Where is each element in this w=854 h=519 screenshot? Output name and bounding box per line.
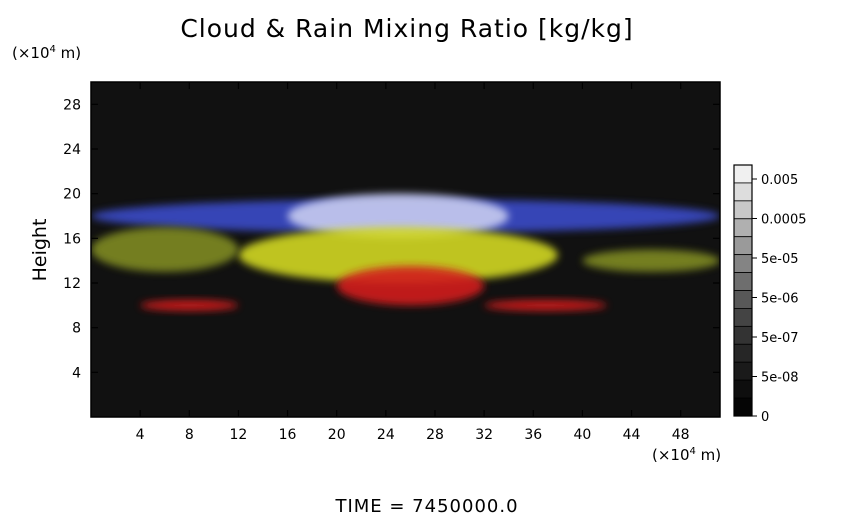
colorbar-level-12 <box>733 379 753 399</box>
x-unit-label: (×104 m) <box>652 446 722 464</box>
rain-region-6 <box>140 299 239 311</box>
x-tick-label-7: 32 <box>475 427 493 443</box>
x-tick-label-10: 44 <box>623 427 641 443</box>
colorbar-label-4: 5e-07 <box>761 331 799 346</box>
colorbar-level-7 <box>733 290 753 309</box>
x-tick-label-2: 12 <box>230 427 248 443</box>
colorbar-level-6 <box>733 272 753 291</box>
x-tick-label-9: 40 <box>573 427 591 443</box>
x-tick-label-8: 36 <box>524 427 542 443</box>
colorbar-frame <box>733 164 753 417</box>
time-footer: TIME = 7450000.0 <box>335 496 519 517</box>
x-tick-label-5: 24 <box>377 427 395 443</box>
snow-region-1 <box>287 193 509 239</box>
colorbar-level-4 <box>733 236 753 256</box>
y-tick-label-6: 28 <box>63 97 81 113</box>
colorbar-level-11 <box>733 361 753 381</box>
colorbar-label-6: 0 <box>761 410 769 425</box>
colorbar-level-0 <box>733 164 753 184</box>
colorbar-label-2: 5e-05 <box>761 252 799 267</box>
plot-frame <box>90 81 721 418</box>
rain-region-5 <box>336 266 485 306</box>
colorbar-level-8 <box>733 308 753 327</box>
x-tick-label-1: 8 <box>185 427 194 443</box>
cloud-region-3 <box>91 227 239 272</box>
x-tick-label-4: 20 <box>328 427 346 443</box>
colorbar-label-3: 5e-06 <box>761 292 799 307</box>
colorbar-label-1: 0.0005 <box>761 213 807 228</box>
x-tick-label-0: 4 <box>136 427 145 443</box>
colorbar-label-5: 5e-08 <box>761 371 799 386</box>
colorbar-level-5 <box>733 254 753 273</box>
colorbar-level-13 <box>733 397 753 417</box>
y-tick-label-3: 16 <box>63 231 81 247</box>
chart-title: Cloud & Rain Mixing Ratio [kg/kg] <box>180 14 634 43</box>
rain-region-7 <box>484 299 607 311</box>
y-tick-label-2: 12 <box>63 276 81 292</box>
y-tick-label-0: 4 <box>72 365 81 381</box>
y-tick-label-5: 24 <box>63 142 81 158</box>
x-tick-label-11: 48 <box>672 427 690 443</box>
y-unit-label: (×104 m) <box>12 44 82 62</box>
colorbar-level-9 <box>733 325 753 345</box>
colorbar-level-2 <box>733 200 753 220</box>
y-tick-label-4: 20 <box>63 187 81 203</box>
y-tick-label-1: 8 <box>72 321 81 337</box>
cloud-region-2 <box>238 227 558 283</box>
cloud-region-4 <box>582 249 720 272</box>
colorbar-level-3 <box>733 218 753 238</box>
colorbar-label-0: 0.005 <box>761 173 798 188</box>
colorbar-level-10 <box>733 343 753 363</box>
colorbar-level-1 <box>733 182 753 202</box>
x-tick-label-6: 28 <box>426 427 444 443</box>
field-layer <box>91 193 720 311</box>
x-tick-label-3: 16 <box>279 427 297 443</box>
